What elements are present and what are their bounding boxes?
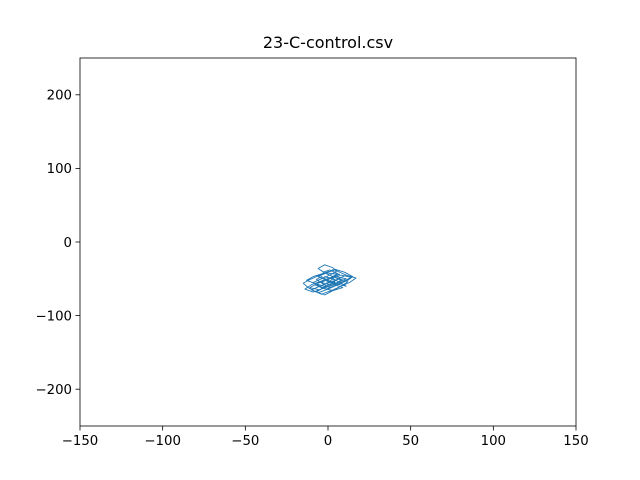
series-line-0 (302, 264, 357, 296)
y-tick-label: −100 (35, 309, 72, 324)
x-tick-label: −100 (144, 434, 181, 449)
x-tick-label: 50 (402, 434, 419, 449)
chart-title: 23-C-control.csv (263, 33, 393, 52)
x-tick-label: 150 (563, 434, 588, 449)
x-tick-label: −150 (62, 434, 99, 449)
y-tick-label: 100 (47, 162, 72, 177)
series-layer (302, 264, 357, 296)
x-tick-label: −50 (231, 434, 259, 449)
y-tick-label: 200 (47, 89, 72, 104)
x-tick-label: 100 (481, 434, 506, 449)
y-tick-label: −200 (35, 383, 72, 398)
axes-layer: −150 −100 −50 0 50 100 150 −200 −100 0 100 200 (35, 57, 589, 449)
y-tick-label: 0 (64, 236, 72, 251)
x-tick-label: 0 (324, 434, 332, 449)
